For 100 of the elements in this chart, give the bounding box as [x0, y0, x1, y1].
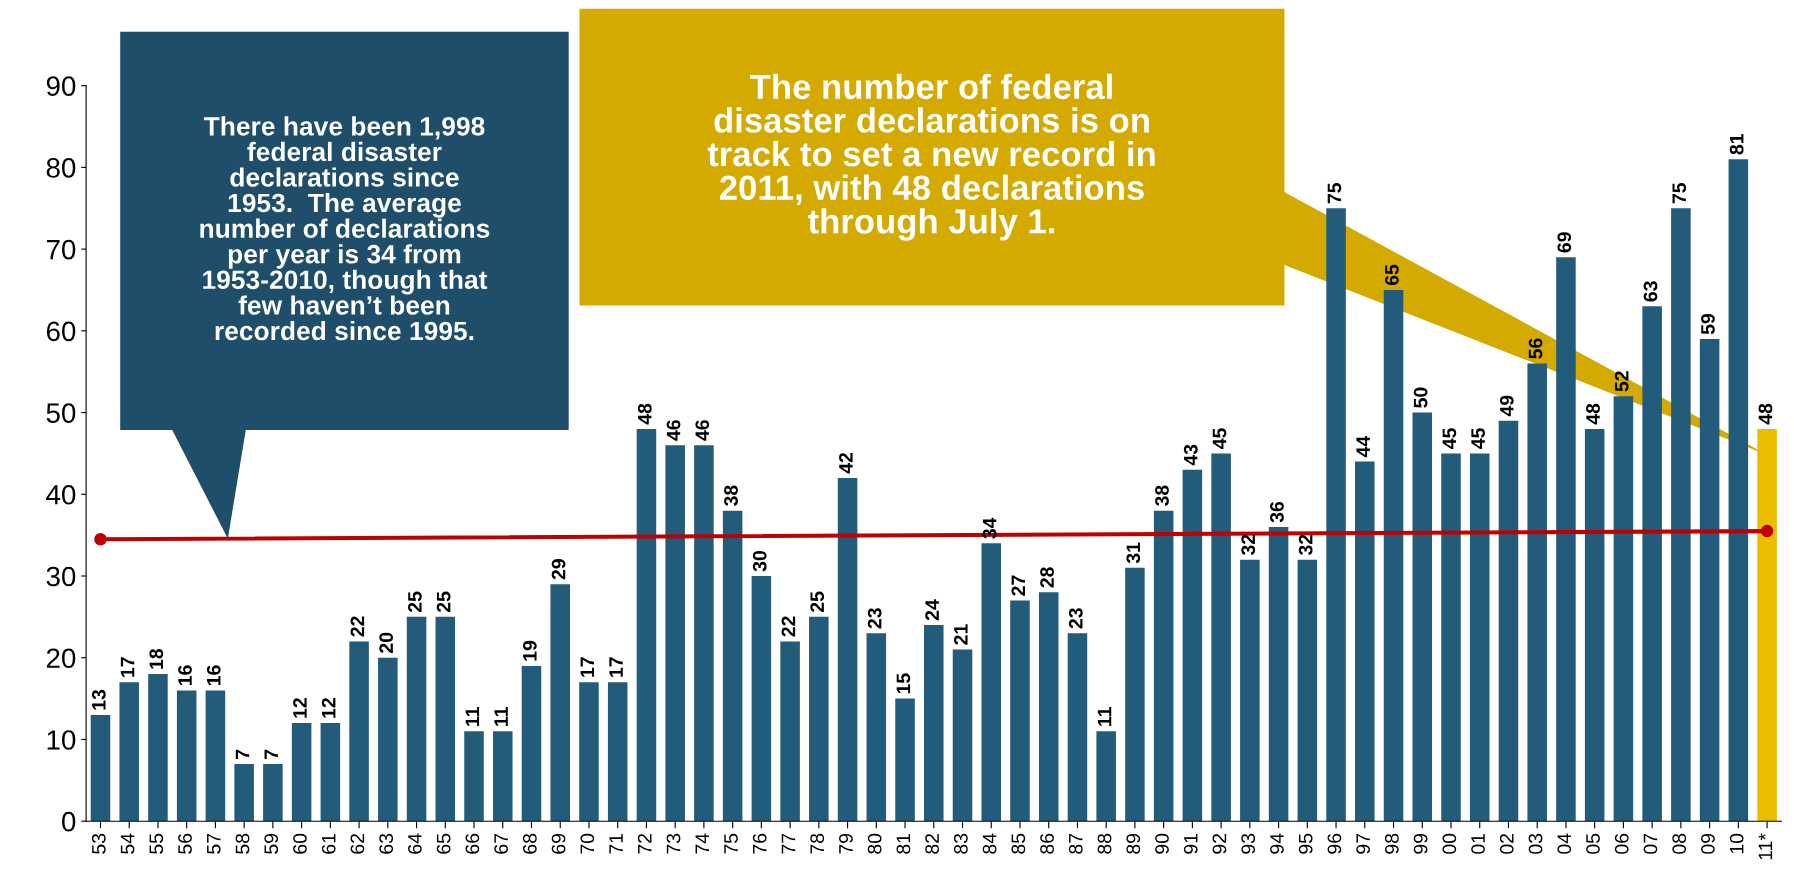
x-tick-label: 84: [982, 833, 997, 854]
x-tick-label: 64: [408, 833, 422, 854]
bar: [378, 657, 398, 822]
data-label: 46: [666, 420, 681, 441]
bar: [809, 616, 829, 822]
data-label: 32: [1241, 534, 1256, 556]
data-label: 25: [810, 591, 825, 613]
data-label: 56: [1528, 338, 1543, 359]
bar: [866, 633, 887, 822]
x-tick-label: 79: [839, 833, 853, 854]
x-tick-label: 01: [1471, 833, 1485, 854]
bar: [435, 616, 456, 822]
bar: [837, 477, 858, 822]
x-tick-label: 56: [178, 833, 192, 854]
x-tick-label: 86: [1040, 833, 1054, 854]
data-label: 22: [350, 616, 365, 637]
x-tick-label: 70: [580, 833, 595, 854]
bar: [263, 763, 283, 822]
x-tick-label: 54: [120, 833, 135, 854]
data-label: 13: [91, 689, 106, 710]
y-tick-label: 30: [46, 566, 76, 587]
data-label: 25: [408, 591, 422, 613]
data-label: 12: [293, 698, 307, 718]
data-label: 45: [1442, 428, 1457, 449]
data-label: 48: [1758, 403, 1773, 425]
data-label: 16: [178, 665, 192, 686]
bar: [234, 763, 254, 822]
text: There have been 1,998 federal disaster declarations since 1953. The average number of declarations per year is 34 from 1953-2010, though that few haven’t been recorded since 1995.: [200, 116, 490, 341]
data-label: 25: [436, 591, 451, 613]
x-tick-label: 82: [925, 833, 939, 854]
data-label: 17: [609, 657, 623, 677]
x-tick-label: 68: [522, 833, 537, 854]
bar: [694, 445, 714, 822]
x-tick-label: 91: [1183, 833, 1198, 854]
bar: [1211, 453, 1231, 822]
bar: [952, 649, 973, 822]
x-tick-label: 73: [666, 833, 681, 854]
data-label: 75: [1672, 182, 1687, 204]
data-label: 69: [1557, 232, 1572, 253]
data-label: 52: [1614, 371, 1629, 392]
x-tick-label: 89: [1126, 833, 1141, 854]
x-tick-label: 61: [321, 833, 336, 854]
x-tick-label: 60: [293, 833, 307, 854]
bar: [349, 641, 369, 822]
x-tick-label: 77: [781, 833, 796, 854]
x-tick-label: 92: [1212, 833, 1227, 854]
data-label: 75: [1327, 182, 1342, 204]
bar: [1757, 428, 1777, 822]
bar: [1556, 257, 1576, 822]
data-label: 36: [1270, 501, 1284, 523]
x-tick-label: 83: [953, 833, 968, 854]
bar: [1441, 453, 1461, 822]
bar: [1268, 526, 1289, 822]
data-label: 12: [321, 698, 336, 718]
data-label: 42: [839, 452, 853, 474]
bar: [550, 584, 570, 822]
data-label: 18: [149, 648, 164, 669]
bar: [1728, 159, 1749, 822]
x-tick-label: 08: [1672, 833, 1687, 854]
data-label: 19: [522, 640, 537, 661]
bar: [1125, 567, 1145, 822]
data-label: 44: [1356, 435, 1370, 458]
data-label: 15: [896, 673, 911, 694]
data-label: 21: [953, 624, 968, 645]
data-label: 63: [1643, 281, 1658, 302]
bar: [1584, 428, 1605, 822]
data-label: 32: [1298, 534, 1313, 556]
bar: [1412, 412, 1433, 822]
x-tick-label: 98: [1384, 833, 1399, 854]
bar: [751, 576, 772, 822]
bar: [320, 723, 341, 822]
x-tick-label: 63: [379, 833, 394, 854]
y-tick-label: 90: [46, 76, 76, 96]
x-tick-label: 59: [264, 833, 279, 854]
x-tick-label: 71: [609, 833, 623, 854]
bar: [1067, 633, 1088, 822]
y-tick-label: 60: [46, 321, 76, 342]
x-tick-label: 97: [1356, 833, 1371, 854]
data-label: 16: [206, 665, 221, 686]
data-label: 38: [724, 485, 738, 507]
data-label: 48: [637, 403, 652, 425]
bar: [1297, 559, 1318, 822]
data-label: 27: [1011, 575, 1026, 596]
bar: [1469, 453, 1490, 822]
data-label: 23: [1068, 608, 1083, 629]
x-tick-label: 88: [1097, 833, 1112, 854]
bar: [924, 625, 944, 822]
data-label: 45: [1471, 428, 1485, 449]
bar: [722, 510, 743, 822]
data-label: 43: [1183, 444, 1198, 466]
x-tick-label: 11*: [1758, 833, 1773, 860]
x-tick-label: 93: [1241, 833, 1256, 854]
x-tick-label: 04: [1557, 833, 1572, 854]
data-label: 23: [867, 608, 882, 629]
y-tick-label: 20: [46, 648, 76, 669]
bar: [579, 682, 599, 822]
data-label: 34: [982, 517, 997, 539]
data-label: 65: [1384, 264, 1399, 286]
data-label: 31: [1126, 542, 1141, 564]
bar: [205, 690, 226, 822]
